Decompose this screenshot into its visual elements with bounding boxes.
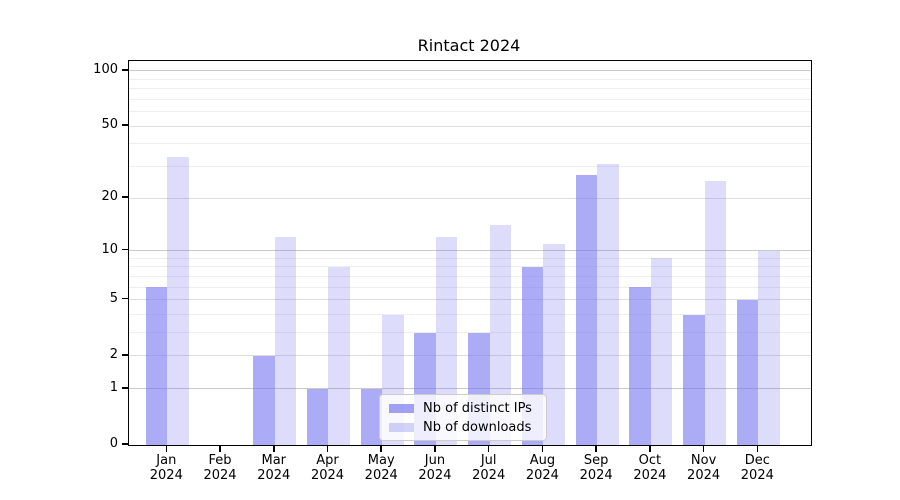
x-tick-label-jun: Jun 2024 (418, 453, 452, 483)
x-tick-mark-mar (273, 445, 275, 452)
x-tick-label-sep: Sep 2024 (579, 453, 613, 483)
x-tick-mark-nov (702, 445, 705, 452)
y-tick-mark-0 (122, 443, 128, 445)
x-tick-label-jan: Jan 2024 (149, 453, 183, 483)
x-tick-label-aug: Aug 2024 (525, 453, 559, 483)
y-tick-label-10: 10 (101, 241, 118, 257)
bar-aug-downloads (543, 243, 565, 445)
gridline-y-70 (129, 98, 811, 100)
y-tick-mark-10 (122, 248, 128, 251)
legend-entry-distinct-ips: Nb of distinct IPs (389, 400, 546, 416)
legend-label-distinct-ips: Nb of distinct IPs (423, 400, 532, 416)
gridline-y-50 (129, 125, 811, 127)
bar-jul-downloads (489, 225, 512, 445)
bar-jan-downloads (167, 156, 189, 445)
y-tick-label-5: 5 (109, 290, 118, 306)
bar-apr-distinct-ips (306, 388, 329, 445)
y-tick-mark-5 (122, 297, 128, 300)
x-tick-mark-sep (595, 445, 597, 452)
y-tick-label-100: 100 (93, 61, 118, 77)
gridline-y-100 (129, 70, 811, 72)
gridline-y-80 (129, 88, 811, 90)
legend-swatch-downloads (389, 422, 414, 432)
y-tick-label-50: 50 (101, 117, 118, 133)
x-tick-mark-may (380, 445, 382, 452)
y-tick-label-0: 0 (109, 436, 118, 451)
gridline-y-10 (129, 250, 811, 252)
y-tick-mark-50 (122, 124, 128, 126)
gridline-y-7 (129, 275, 811, 277)
bar-sep-downloads (597, 164, 619, 445)
bar-nov-downloads (704, 180, 727, 445)
legend-label-downloads: Nb of downloads (423, 419, 532, 435)
legend-entry-downloads: Nb of downloads (389, 419, 546, 435)
x-tick-label-apr: Apr 2024 (310, 453, 345, 483)
x-tick-mark-jul (487, 445, 490, 452)
gridline-y-9 (129, 257, 811, 259)
x-tick-label-mar: Mar 2024 (257, 453, 291, 483)
x-tick-label-may: May 2024 (364, 453, 398, 483)
y-tick-label-20: 20 (101, 189, 118, 205)
bar-sep-distinct-ips (575, 174, 598, 445)
gridline-y-90 (129, 78, 811, 80)
bar-nov-distinct-ips (683, 314, 705, 445)
x-tick-mark-aug (541, 445, 544, 452)
bar-dec-downloads (758, 250, 780, 445)
bar-dec-distinct-ips (736, 299, 759, 445)
bar-apr-downloads (328, 266, 350, 445)
bar-jan-distinct-ips (145, 287, 168, 445)
gridline-y-6 (129, 286, 811, 288)
x-tick-mark-feb (219, 445, 221, 452)
bar-oct-distinct-ips (629, 287, 651, 445)
x-tick-label-jul: Jul 2024 (472, 453, 506, 483)
gridline-y-3 (129, 332, 811, 334)
y-tick-label-1: 1 (109, 379, 118, 395)
bar-jun-downloads (435, 237, 458, 445)
legend-swatch-distinct-ips (389, 403, 414, 413)
x-tick-mark-oct (649, 445, 651, 452)
x-tick-mark-apr (326, 445, 329, 452)
chart-title: Rintact 2024 (417, 36, 521, 55)
y-tick-mark-1 (122, 387, 128, 389)
gridline-y-20 (129, 197, 811, 199)
bar-may-distinct-ips (360, 388, 383, 445)
gridline-y-30 (129, 166, 811, 168)
gridline-y-40 (129, 143, 811, 145)
legend: Nb of distinct IPs Nb of downloads (379, 394, 547, 441)
y-tick-label-2: 2 (109, 346, 118, 362)
bar-oct-downloads (650, 258, 673, 445)
x-tick-label-nov: Nov 2024 (687, 453, 721, 483)
y-tick-mark-2 (122, 354, 128, 356)
x-tick-label-oct: Oct 2024 (633, 453, 667, 483)
x-tick-label-dec: Dec 2024 (740, 453, 774, 483)
y-tick-mark-100 (122, 69, 128, 71)
gridline-y-5 (129, 299, 811, 301)
x-tick-label-feb: Feb 2024 (203, 453, 237, 483)
gridline-y-8 (129, 266, 811, 268)
gridline-y-4 (129, 314, 811, 315)
y-tick-mark-20 (122, 196, 128, 198)
gridline-y-60 (129, 111, 811, 113)
x-tick-mark-dec (756, 445, 759, 452)
bar-mar-distinct-ips (253, 355, 275, 445)
x-tick-mark-jan (165, 445, 168, 452)
bar-mar-downloads (274, 237, 297, 445)
plot-area: Nb of distinct IPs Nb of downloads (128, 60, 812, 446)
x-tick-mark-jun (434, 445, 436, 452)
